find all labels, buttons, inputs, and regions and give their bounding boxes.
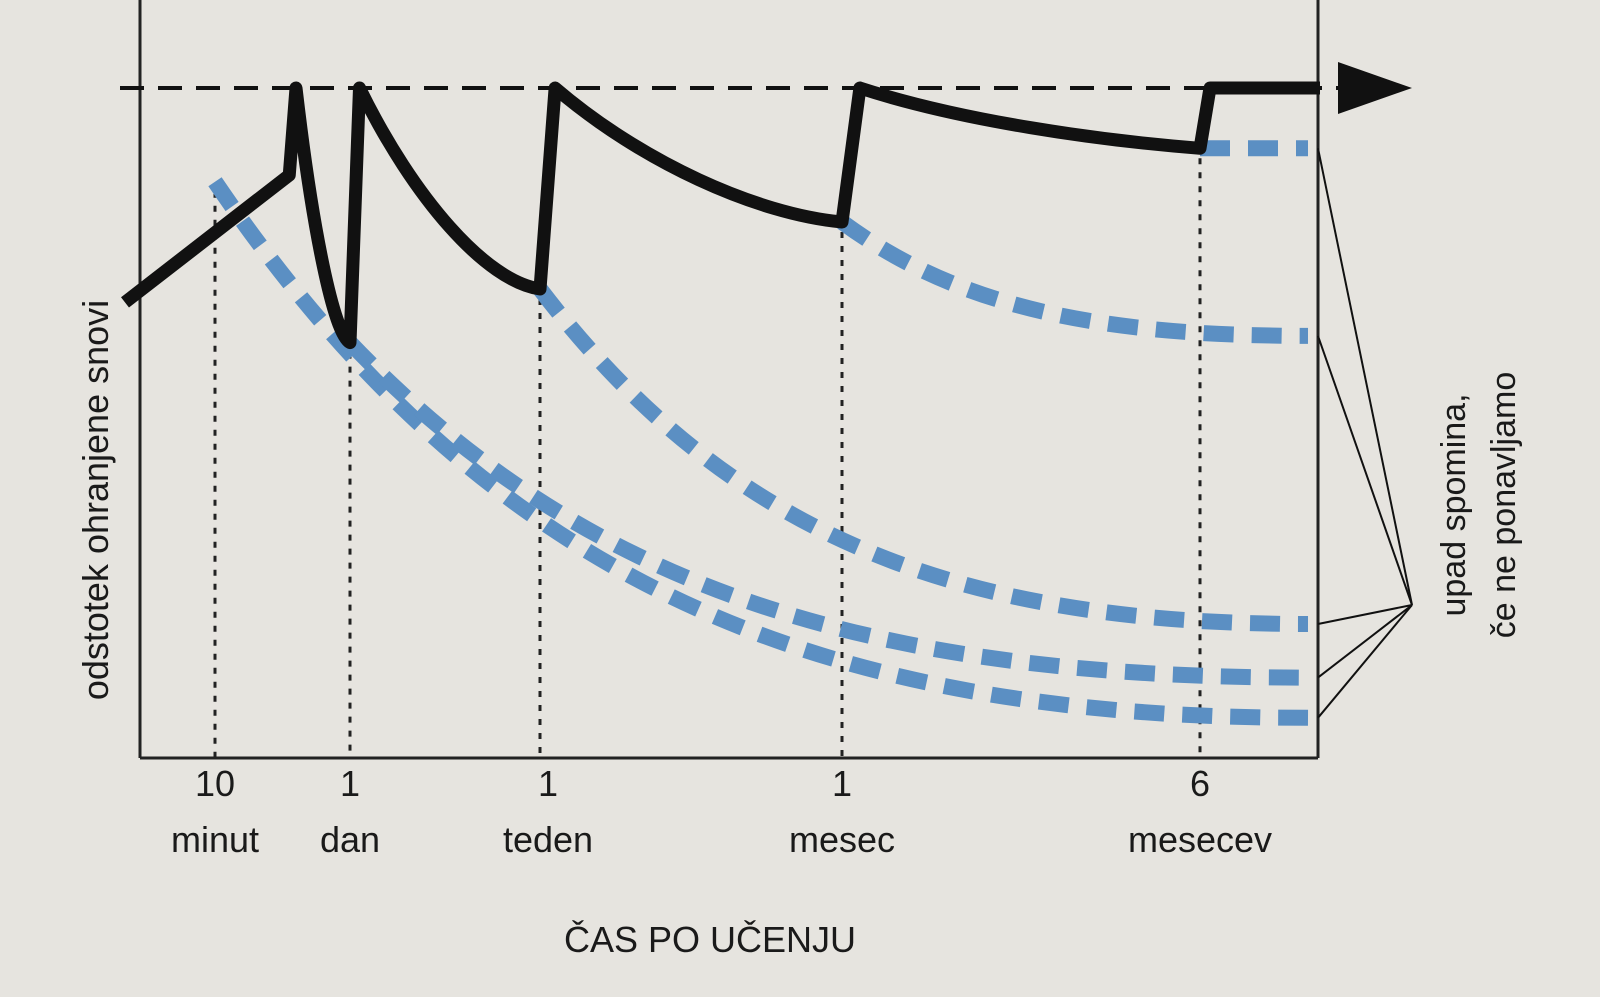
annotation-label: upad spomina, če ne ponavljamo — [1435, 372, 1523, 639]
retention-with-review-line — [121, 81, 1320, 350]
annotation-line-1: upad spomina, — [1435, 393, 1473, 616]
retention-arrow-head — [1338, 62, 1412, 114]
x-tick-num-1-mesec: 1 — [832, 763, 852, 804]
x-tick-num-1-dan: 1 — [340, 763, 360, 804]
x-tick-num-1-teden: 1 — [538, 763, 558, 804]
annotation-connector-2 — [1317, 604, 1413, 625]
x-tick-num-10-minut: 10 — [195, 763, 235, 804]
x-tick-unit-mesecev: mesecev — [1128, 819, 1272, 860]
x-tick-labels: 10 minut 1 dan 1 teden 1 mesec 6 mesecev — [171, 763, 1272, 860]
plot-area — [120, 0, 1413, 760]
annotation-connector-4 — [1317, 148, 1413, 606]
forgetting-curve-3 — [837, 215, 1309, 344]
annotation-line-2: če ne ponavljamo — [1485, 372, 1523, 639]
forgetting-curve-2 — [533, 284, 1309, 632]
x-axis-title: ČAS PO UČENJU — [564, 919, 856, 960]
annotation-connector-1 — [1317, 604, 1413, 679]
x-tick-num-6-mesecev: 6 — [1190, 763, 1210, 804]
forgetting-curve-0 — [208, 177, 1309, 726]
annotation-connector-0 — [1317, 604, 1413, 719]
x-tick-unit-teden: teden — [503, 819, 593, 860]
y-axis-title: odstotek ohranjene snovi — [75, 300, 116, 700]
x-tick-unit-mesec: mesec — [789, 819, 895, 860]
forgetting-curve-1 — [344, 337, 1309, 686]
annotation-connector-3 — [1317, 335, 1413, 606]
x-tick-unit-minut: minut — [171, 819, 259, 860]
x-tick-unit-dan: dan — [320, 819, 380, 860]
